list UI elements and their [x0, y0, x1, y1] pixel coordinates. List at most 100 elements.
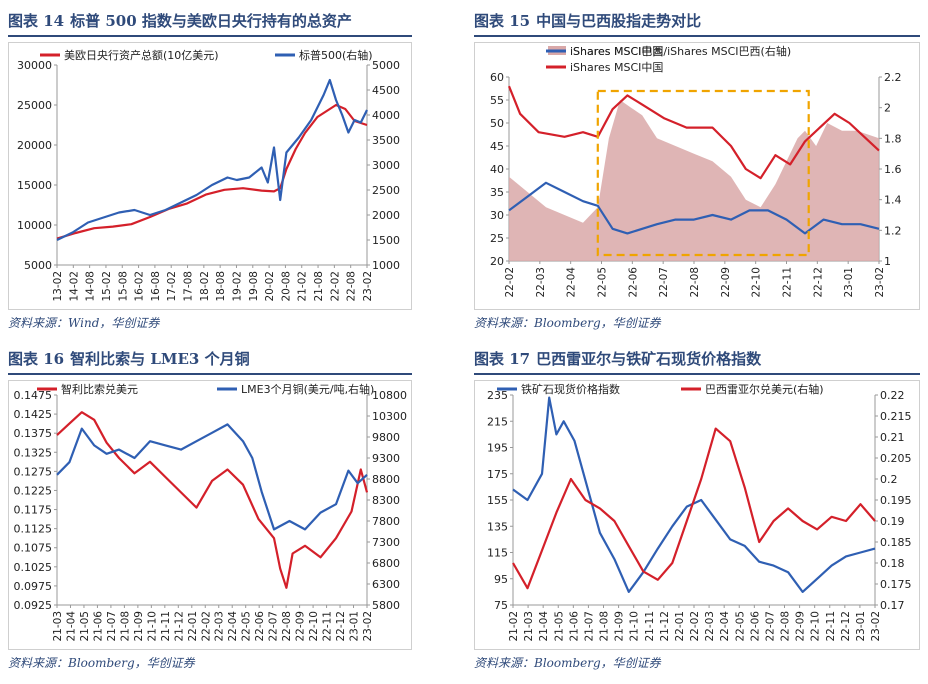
- x-tick-label: 21-12: [659, 611, 671, 642]
- legend-item: 标普500(右轴): [275, 48, 373, 62]
- x-tick-label: 21-10: [146, 611, 158, 642]
- x-tick-label: 22-11: [782, 267, 794, 298]
- x-tick-label: 21-11: [160, 611, 172, 642]
- chart-title: 图表 15 中国与巴西股指走势对比: [474, 12, 702, 30]
- right-tick-label: 0.175: [880, 578, 912, 591]
- chart-title: 图表 16 智利比索与 LME3 个月铜: [8, 350, 250, 368]
- x-tick-label: 21-04: [65, 611, 77, 642]
- x-tick-label: 22-03: [214, 611, 226, 642]
- legend-label: 美欧日央行资产总额(10亿美元): [64, 48, 219, 62]
- left-tick-label: 0.1375: [14, 427, 53, 440]
- x-tick-label: 17-08: [183, 271, 195, 302]
- left-tick-label: 45: [490, 140, 504, 153]
- x-tick-label: 23-02: [870, 611, 882, 642]
- left-tick-label: 15000: [17, 179, 52, 192]
- legend-label: 标普500(右轴): [299, 48, 373, 62]
- x-tick-label: 23-02: [362, 611, 374, 642]
- right-tick-label: 10300: [372, 410, 407, 423]
- x-tick-label: 23-02: [874, 267, 886, 298]
- chart-title: 图表 17 巴西雷亚尔与铁矿石现货价格指数: [474, 350, 762, 368]
- x-tick-label: 21-09: [614, 611, 626, 642]
- x-tick-label: 21-08: [313, 271, 325, 302]
- left-tick-label: 20000: [17, 139, 52, 152]
- x-tick-label: 21-05: [79, 611, 91, 642]
- right-tick-label: 0.22: [880, 389, 905, 402]
- right-tick-label: 2: [884, 102, 891, 115]
- left-tick-label: 60: [490, 71, 504, 84]
- right-tick-label: 3500: [372, 134, 400, 147]
- left-tick-label: 75: [494, 599, 508, 612]
- x-tick-label: 22-02: [504, 267, 516, 298]
- right-tick-label: 1.6: [884, 163, 902, 176]
- right-tick-label: 1000: [372, 259, 400, 272]
- right-tick-label: 1.8: [884, 132, 902, 145]
- x-tick-label: 23-02: [362, 271, 374, 302]
- chart-svg: 5000 10000 15000 20000 25000 30000 1000 1500 200…: [17, 48, 400, 302]
- x-tick-label: 22-02: [329, 271, 341, 302]
- x-tick-label: 22-06: [749, 611, 761, 642]
- x-tick-label: 22-07: [268, 611, 280, 642]
- line-series: [56, 78, 368, 241]
- left-tick-label: 25000: [17, 99, 52, 112]
- legend-item: 巴西雷亚尔兑美元(右轴): [681, 382, 824, 396]
- right-tick-label: 7800: [372, 515, 400, 528]
- right-tick-label: 0.185: [880, 536, 912, 549]
- left-tick-label: 0.0975: [14, 580, 53, 593]
- x-tick-label: 22-12: [812, 267, 824, 298]
- x-tick-label: 21-03: [52, 611, 64, 642]
- legend-item: iShares MSCI中国: [546, 61, 663, 74]
- x-tick-label: 22-12: [335, 611, 347, 642]
- chart-panel-16: 图表 16 智利比索与 LME3 个月铜 0.0925 0.0975 0.1025 0.…: [8, 346, 412, 680]
- source-note: 资料来源：Wind，华创证券: [8, 316, 160, 330]
- x-tick-label: 21-02: [508, 611, 520, 642]
- x-tick-label: 22-04: [227, 611, 239, 642]
- right-tick-label: 6800: [372, 557, 400, 570]
- x-tick-label: 22-01: [674, 611, 686, 642]
- left-tick-label: 55: [490, 94, 504, 107]
- right-tick-label: 0.215: [880, 410, 912, 423]
- x-tick-label: 22-03: [535, 267, 547, 298]
- x-tick-label: 21-11: [644, 611, 656, 642]
- left-tick-label: 0.1425: [14, 408, 53, 421]
- right-tick-label: 3000: [372, 159, 400, 172]
- right-tick-label: 0.17: [880, 599, 905, 612]
- x-tick-label: 22-07: [764, 611, 776, 642]
- line-series: [512, 427, 876, 590]
- x-tick-label: 13-02: [52, 271, 64, 302]
- legend-item: LME3个月铜(美元/吨,右轴): [217, 382, 374, 396]
- legend-item: 智利比索兑美元: [37, 382, 138, 396]
- x-tick-label: 14-08: [85, 271, 97, 302]
- x-tick-label: 21-07: [106, 611, 118, 642]
- legend-item: 美欧日央行资产总额(10亿美元): [40, 48, 219, 62]
- chart-title: 图表 14 标普 500 指数与美欧日央行持有的总资产: [8, 12, 352, 30]
- left-tick-label: 195: [487, 442, 508, 455]
- legend-label: 铁矿石现货价格指数: [521, 382, 620, 396]
- right-tick-label: 9800: [372, 431, 400, 444]
- line-series: [56, 423, 368, 531]
- x-tick-label: 22-09: [720, 267, 732, 298]
- chart-panel-14: 图表 14 标普 500 指数与美欧日央行持有的总资产 5000 10000 1500…: [8, 8, 412, 338]
- right-tick-label: 0.19: [880, 515, 905, 528]
- right-tick-label: 4500: [372, 84, 400, 97]
- right-tick-label: 2000: [372, 209, 400, 222]
- x-tick-label: 22-05: [597, 267, 609, 298]
- x-tick-label: 22-05: [241, 611, 253, 642]
- left-tick-label: 35: [490, 186, 504, 199]
- x-tick-label: 21-06: [568, 611, 580, 642]
- x-tick-label: 14-02: [68, 271, 80, 302]
- right-tick-label: 5000: [372, 59, 400, 72]
- x-tick-label: 22-11: [322, 611, 334, 642]
- x-tick-label: 21-09: [133, 611, 145, 642]
- x-tick-label: 22-06: [254, 611, 266, 642]
- left-tick-label: 155: [487, 494, 508, 507]
- left-tick-label: 215: [487, 415, 508, 428]
- x-tick-label: 21-04: [538, 611, 550, 642]
- x-tick-label: 21-02: [297, 271, 309, 302]
- legend-label: 巴西雷亚尔兑美元(右轴): [705, 382, 824, 396]
- right-tick-label: 1.2: [884, 224, 902, 237]
- x-tick-label: 22-03: [704, 611, 716, 642]
- left-tick-label: 175: [487, 468, 508, 481]
- right-tick-label: 4000: [372, 109, 400, 122]
- left-tick-label: 0.1325: [14, 446, 53, 459]
- right-tick-label: 6300: [372, 578, 400, 591]
